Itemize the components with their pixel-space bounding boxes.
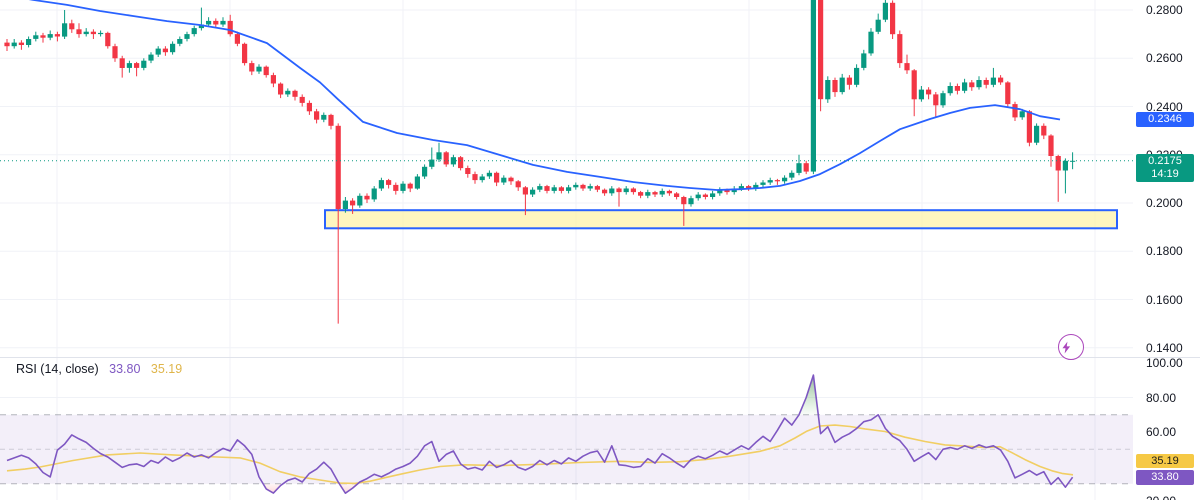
- axis-tick-label: 60.00: [1146, 425, 1177, 439]
- rsi-indicator-legend[interactable]: RSI (14, close) 33.80 35.19: [16, 362, 189, 377]
- rsi-oversold-fill: [263, 483, 1068, 494]
- candles: [4, 0, 1076, 324]
- axis-tick-label: 0.1600: [1146, 293, 1183, 307]
- rsi-legend-ma-value: 35.19: [150, 362, 183, 376]
- bar-countdown: 14:19: [1151, 168, 1179, 180]
- lightning-bolt-icon: [1062, 341, 1071, 353]
- axis-tick-label: 20.00: [1146, 494, 1176, 500]
- axis-tick-label: 100.00: [1146, 356, 1183, 370]
- rsi-ma-line: [6, 424, 1074, 485]
- rsi-pane[interactable]: [0, 357, 1133, 500]
- sma-value-badge: 0.2346: [1136, 112, 1194, 127]
- rsi-legend-label: RSI (14, close): [16, 362, 99, 376]
- price-axis[interactable]: 0.28000.26000.24000.22000.20000.18000.16…: [1133, 0, 1200, 500]
- rsi-ma-value-badge: 35.19: [1136, 454, 1194, 468]
- axis-tick-label: 0.1400: [1146, 341, 1183, 355]
- support-zone: [324, 209, 1118, 230]
- axis-tick-label: 0.2800: [1146, 3, 1183, 17]
- axis-tick-label: 0.2600: [1146, 51, 1183, 65]
- pane-divider[interactable]: [0, 357, 1200, 358]
- axis-tick-label: 0.2000: [1146, 196, 1183, 210]
- axis-tick-label: 0.1800: [1146, 244, 1183, 258]
- quick-trade-button[interactable]: [1058, 334, 1084, 360]
- axis-tick-label: 80.00: [1146, 391, 1177, 405]
- rsi-value-badge: 33.80: [1136, 470, 1194, 485]
- price-pane[interactable]: [0, 0, 1133, 357]
- sma-line: [28, 0, 1061, 191]
- last-price-value: 0.2175: [1148, 155, 1182, 167]
- rsi-legend-value: 33.80: [109, 362, 141, 376]
- rsi-line: [6, 374, 1074, 494]
- axis-tick-label: 0.2400: [1146, 100, 1183, 114]
- last-price-badge: 0.2175 14:19: [1136, 154, 1194, 182]
